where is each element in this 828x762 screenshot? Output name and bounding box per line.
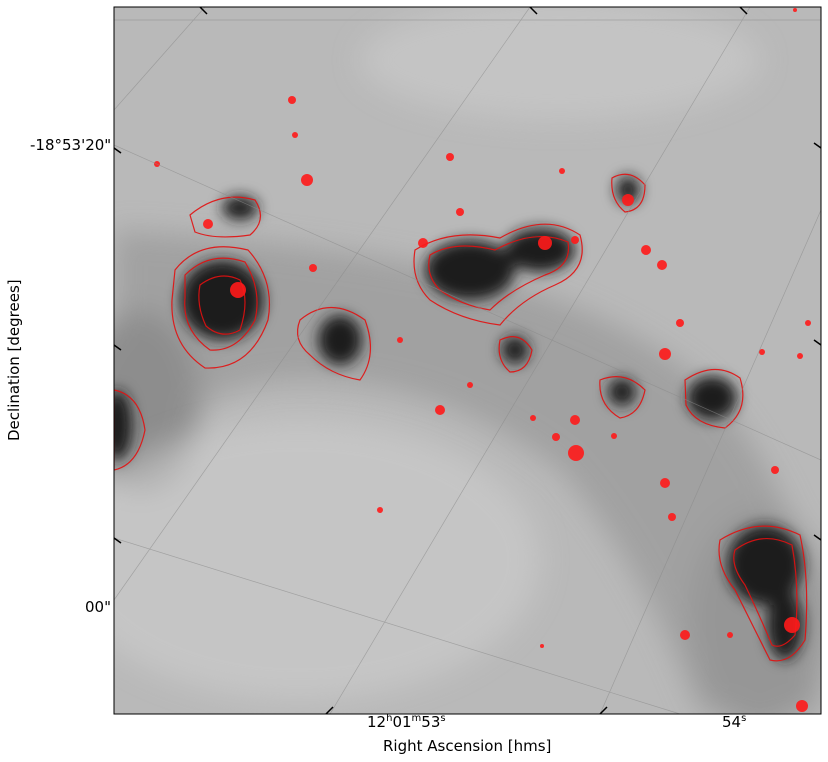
sky-image <box>114 7 821 714</box>
x-tick-label: 12h01m53s <box>367 713 446 731</box>
y-axis-label: Declination [degrees] <box>5 279 23 441</box>
x-axis-label: Right Ascension [hms] <box>383 737 552 755</box>
y-tick-label: 00" <box>85 598 111 616</box>
tick-marks <box>113 6 822 715</box>
y-tick-label: -18°53'20" <box>30 136 112 154</box>
x-tick-label: 54s <box>722 713 747 731</box>
plot-frame <box>113 6 822 715</box>
